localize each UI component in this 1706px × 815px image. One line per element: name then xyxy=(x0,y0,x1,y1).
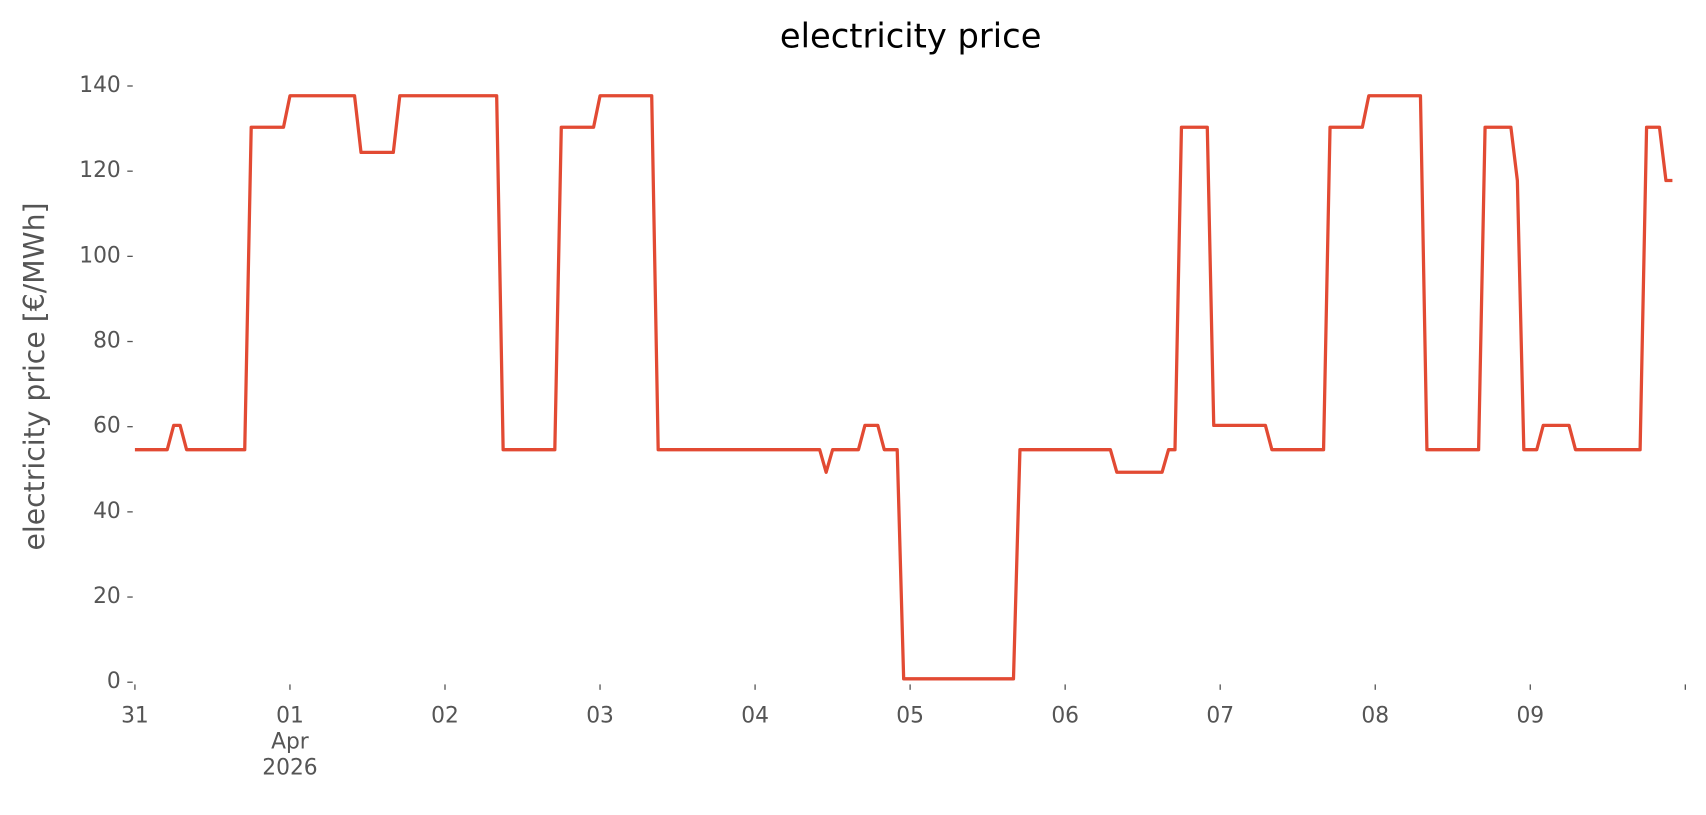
price-line xyxy=(134,94,1673,681)
y-tick-label: 60 xyxy=(93,414,121,439)
x-tick-label: 06 xyxy=(1051,703,1079,728)
y-tick-label: 0 xyxy=(107,669,121,694)
y-axis-label: electricity price [€/MWh] xyxy=(18,202,51,550)
x-tick-label: 08 xyxy=(1361,703,1389,728)
x-tick-label: 09 xyxy=(1516,703,1544,728)
x-tick-label: 03 xyxy=(586,703,614,728)
y-tick-label: 140 xyxy=(79,73,121,98)
y-tick-label: 100 xyxy=(79,243,121,268)
x-tick-label: 02 xyxy=(431,703,459,728)
chart-title: electricity price xyxy=(780,17,1042,56)
x-tick-label: 01 Apr 2026 xyxy=(262,703,317,780)
y-tick-label: 20 xyxy=(93,584,121,609)
x-tick-label: 04 xyxy=(741,703,769,728)
x-tick-label: 05 xyxy=(896,703,924,728)
x-tick-label: 31 xyxy=(121,703,149,728)
y-tick-label: 40 xyxy=(93,499,121,524)
y-tick-label: 80 xyxy=(93,329,121,354)
y-tick-label: 120 xyxy=(79,158,121,183)
x-tick-label: 07 xyxy=(1206,703,1234,728)
